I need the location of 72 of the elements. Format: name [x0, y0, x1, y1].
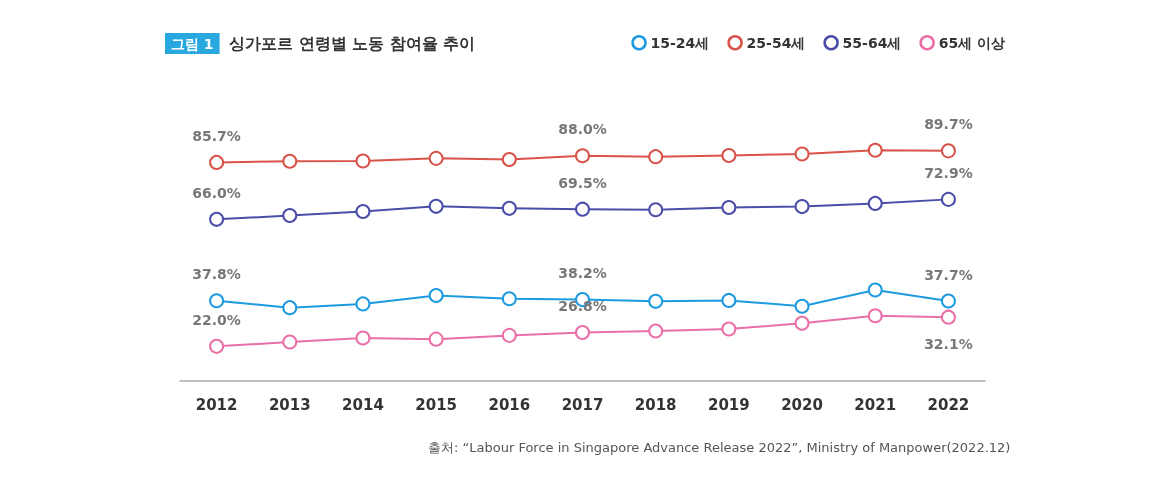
point: [428, 198, 444, 214]
data-label: 66.0%: [192, 184, 241, 201]
point: [428, 288, 444, 304]
point: [648, 323, 664, 339]
data-label: 69.5%: [558, 174, 607, 191]
point: [867, 282, 883, 298]
point: [282, 334, 298, 350]
data-label: 22.0%: [192, 311, 241, 328]
point: [648, 293, 664, 309]
point: [209, 211, 225, 227]
x-tick-label: 2018: [634, 395, 677, 414]
point: [794, 315, 810, 331]
x-tick-label: 2016: [488, 395, 531, 414]
point: [721, 199, 737, 215]
point: [867, 195, 883, 211]
point: [721, 321, 737, 337]
point: [940, 191, 956, 207]
point: [794, 298, 810, 314]
point: [648, 149, 664, 165]
point: [355, 204, 371, 219]
point: [355, 330, 371, 346]
point: [575, 148, 590, 164]
data-label: 88.0%: [558, 121, 607, 138]
x-tick-label: 2015: [415, 395, 458, 414]
point: [282, 153, 298, 169]
point: [940, 293, 956, 309]
legend-label: 25-54세: [746, 34, 806, 51]
point: [209, 338, 225, 354]
point: [428, 150, 444, 166]
x-tick-label: 2022: [927, 395, 970, 414]
x-tick-label: 2017: [561, 395, 604, 414]
data-label: 32.1%: [924, 335, 973, 352]
point: [501, 291, 517, 307]
x-tick-label: 2012: [195, 395, 238, 414]
point: [355, 296, 371, 312]
legend-label: 65세 이상: [938, 34, 1005, 51]
x-tick-label: 2021: [854, 395, 897, 414]
source-note: 출처: “Labour Force in Singapore Advance Release 2022”, Ministry of Manpower(2022.12): [428, 440, 1011, 455]
point: [209, 293, 225, 309]
point: [867, 308, 883, 324]
data-label: 38.2%: [558, 265, 607, 282]
point: [575, 324, 590, 340]
x-tick-label: 2014: [342, 395, 384, 414]
data-label: 85.7%: [192, 127, 241, 144]
point: [282, 208, 298, 224]
x-tick-label: 2013: [268, 395, 311, 414]
point: [794, 146, 810, 162]
data-label: 89.7%: [924, 116, 973, 133]
point: [282, 300, 298, 316]
point: [721, 147, 737, 163]
point: [575, 201, 590, 217]
point: [355, 153, 371, 169]
legend-label: 55-64세: [842, 34, 902, 51]
point: [501, 152, 517, 168]
data-label: 37.7%: [924, 266, 973, 283]
legend-label: 15-24세: [650, 34, 710, 51]
point: [501, 327, 517, 343]
point: [940, 143, 956, 159]
point: [209, 154, 225, 170]
chart-title: 그림 1 싱가포르 연령별 노동 참여율 추이: [171, 34, 476, 53]
data-label: 72.9%: [924, 164, 973, 181]
point: [501, 200, 517, 216]
point: [940, 309, 956, 325]
data-label: 37.8%: [192, 266, 241, 283]
point: [794, 199, 810, 215]
x-tick-label: 2020: [781, 395, 823, 414]
point: [648, 202, 664, 218]
point: [428, 331, 444, 347]
data-label: 26.8%: [558, 297, 607, 314]
point: [867, 142, 883, 158]
point: [721, 292, 737, 308]
x-tick-label: 2019: [707, 395, 750, 414]
